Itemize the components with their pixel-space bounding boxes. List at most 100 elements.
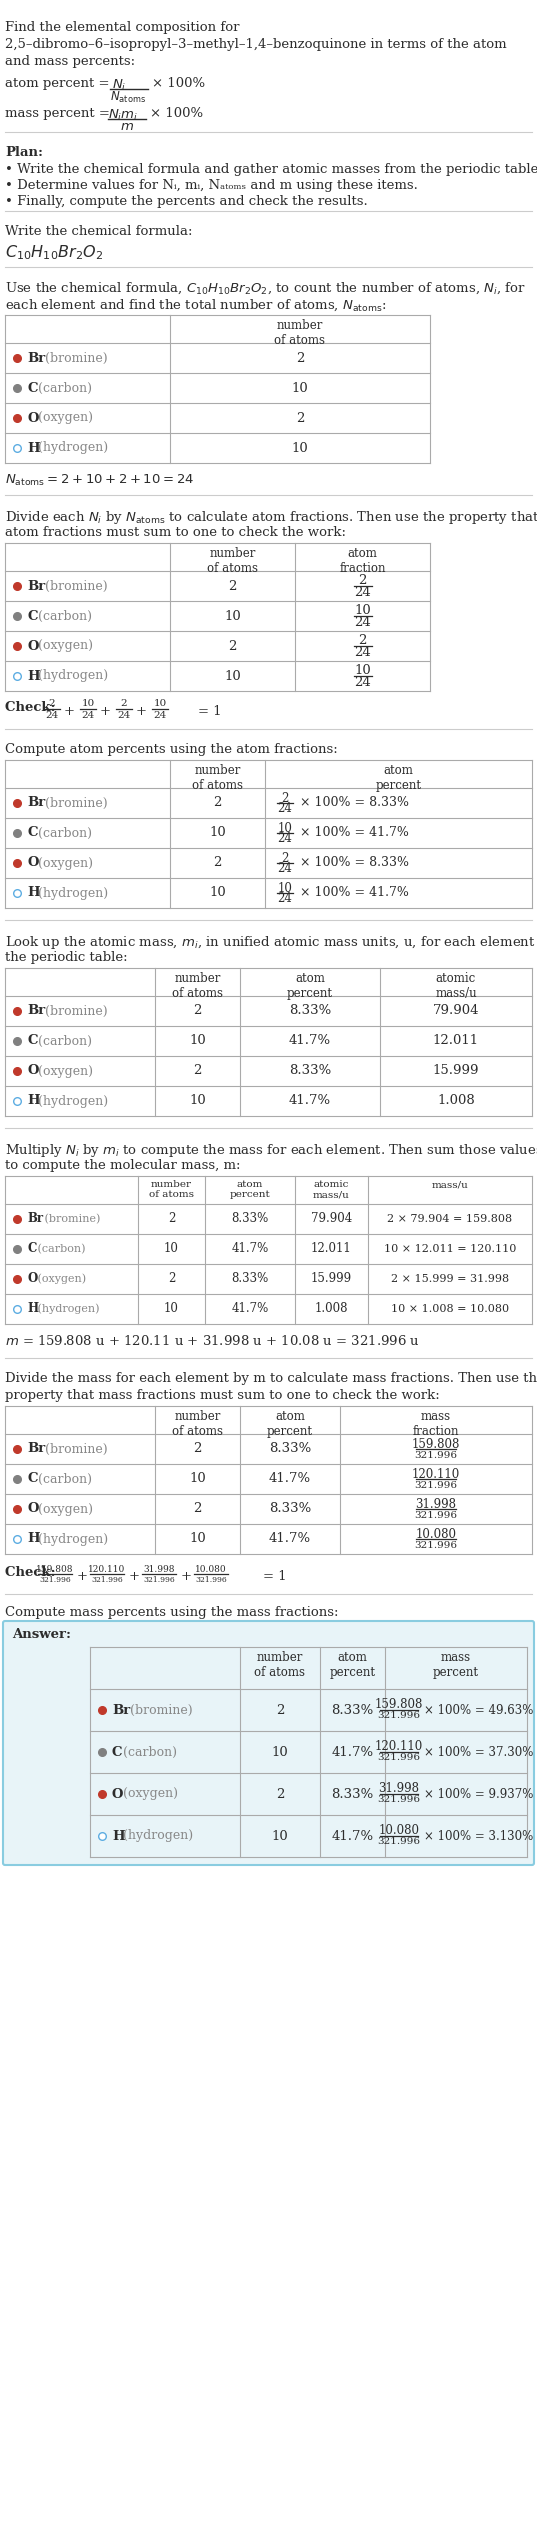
Text: 24: 24 [278, 862, 293, 875]
Text: (hydrogen): (hydrogen) [34, 670, 108, 682]
Text: Check:: Check: [5, 1567, 60, 1580]
Text: $m$ = 159.808 u + 120.11 u + 31.998 u + 10.08 u = 321.996 u: $m$ = 159.808 u + 120.11 u + 31.998 u + … [5, 1334, 420, 1349]
Text: 10: 10 [272, 1745, 288, 1757]
Text: Br: Br [112, 1704, 130, 1717]
Text: = 1: = 1 [263, 1570, 287, 1582]
Text: atom
percent: atom percent [375, 763, 422, 791]
Text: Multiply $N_i$ by $m_i$ to compute the mass for each element. Then sum those val: Multiply $N_i$ by $m_i$ to compute the m… [5, 1141, 537, 1159]
Text: atom fractions must sum to one to check the work:: atom fractions must sum to one to check … [5, 525, 346, 540]
Text: (bromine): (bromine) [41, 581, 107, 593]
Text: H: H [27, 1096, 40, 1108]
Text: 321.996: 321.996 [378, 1795, 420, 1806]
Text: (oxygen): (oxygen) [34, 639, 93, 652]
Text: each element and find the total number of atoms, $N_{\mathrm{atoms}}$:: each element and find the total number o… [5, 299, 387, 314]
Text: 10: 10 [189, 1035, 206, 1047]
Text: 41.7%: 41.7% [289, 1035, 331, 1047]
Text: (oxygen): (oxygen) [119, 1788, 178, 1801]
Text: 79.904: 79.904 [311, 1212, 352, 1225]
Text: (bromine): (bromine) [41, 796, 107, 809]
Text: 31.998: 31.998 [379, 1783, 419, 1795]
Text: (hydrogen): (hydrogen) [34, 1304, 99, 1314]
Text: H: H [27, 670, 40, 682]
Text: 2: 2 [193, 1501, 202, 1517]
Text: atom
fraction: atom fraction [339, 548, 386, 576]
Text: (oxygen): (oxygen) [34, 1065, 93, 1078]
Text: 10: 10 [209, 827, 226, 839]
Text: 10: 10 [278, 883, 293, 895]
Text: 2: 2 [193, 1443, 202, 1456]
Text: O: O [27, 1065, 39, 1078]
Text: (oxygen): (oxygen) [34, 1501, 93, 1517]
Text: × 100% = 41.7%: × 100% = 41.7% [300, 827, 409, 839]
Text: $m$: $m$ [120, 119, 134, 132]
Text: 8.33%: 8.33% [231, 1273, 268, 1286]
Text: mass/u: mass/u [432, 1179, 468, 1189]
Text: 24: 24 [354, 616, 371, 629]
Text: O: O [112, 1788, 124, 1801]
Text: × 100%: × 100% [152, 76, 205, 89]
Text: 12.011: 12.011 [433, 1035, 479, 1047]
Text: 10 × 1.008 = 10.080: 10 × 1.008 = 10.080 [391, 1304, 509, 1314]
Text: Br: Br [27, 1004, 45, 1017]
Text: number
of atoms: number of atoms [192, 763, 243, 791]
Text: 10: 10 [272, 1828, 288, 1844]
Text: Check:: Check: [5, 700, 60, 715]
Text: (bromine): (bromine) [41, 1443, 107, 1456]
Text: (carbon): (carbon) [34, 1473, 92, 1486]
Text: 2: 2 [168, 1212, 175, 1225]
Text: 321.996: 321.996 [378, 1839, 420, 1846]
Text: mass percent =: mass percent = [5, 107, 114, 119]
Text: 8.33%: 8.33% [269, 1501, 311, 1517]
Text: (hydrogen): (hydrogen) [34, 441, 108, 454]
Text: atom
percent: atom percent [230, 1179, 270, 1200]
Text: (hydrogen): (hydrogen) [34, 888, 108, 900]
Text: 10 × 12.011 = 120.110: 10 × 12.011 = 120.110 [384, 1245, 516, 1253]
Text: 159.808: 159.808 [375, 1699, 423, 1712]
Text: (bromine): (bromine) [41, 1004, 107, 1017]
Text: Br: Br [27, 1443, 45, 1456]
Text: 2: 2 [358, 634, 367, 647]
Text: 24: 24 [354, 647, 371, 659]
Text: × 100% = 37.30%: × 100% = 37.30% [424, 1745, 533, 1757]
Text: $C_{10}H_{10}Br_2O_2$: $C_{10}H_{10}Br_2O_2$ [5, 243, 103, 261]
Text: 2 × 79.904 = 159.808: 2 × 79.904 = 159.808 [387, 1215, 512, 1225]
Text: +: + [64, 705, 75, 718]
Text: +: + [77, 1570, 88, 1582]
Text: number
of atoms: number of atoms [149, 1179, 194, 1200]
Text: 10: 10 [224, 609, 241, 621]
Text: 2: 2 [281, 791, 289, 804]
Text: 10: 10 [292, 380, 308, 396]
Text: (carbon): (carbon) [34, 380, 92, 396]
Text: 10: 10 [354, 664, 371, 677]
Text: 2: 2 [121, 700, 127, 708]
Text: (carbon): (carbon) [34, 827, 92, 839]
Text: Br: Br [27, 796, 45, 809]
Text: mass
fraction: mass fraction [413, 1410, 459, 1438]
Text: 24: 24 [278, 801, 293, 817]
Text: atomic
mass/u: atomic mass/u [435, 971, 477, 999]
Text: 10: 10 [292, 441, 308, 454]
Text: Write the chemical formula:: Write the chemical formula: [5, 226, 192, 238]
Text: (carbon): (carbon) [34, 1243, 85, 1255]
Text: C: C [112, 1745, 122, 1757]
Text: 8.33%: 8.33% [289, 1004, 331, 1017]
Text: 321.996: 321.996 [378, 1712, 420, 1719]
Text: C: C [27, 1243, 37, 1255]
Text: Answer:: Answer: [12, 1628, 71, 1641]
Text: (oxygen): (oxygen) [34, 1273, 86, 1283]
Text: 10: 10 [82, 700, 95, 708]
Text: H: H [112, 1828, 125, 1844]
Text: 2: 2 [276, 1704, 284, 1717]
Text: 10: 10 [154, 700, 166, 708]
Text: Compute atom percents using the atom fractions:: Compute atom percents using the atom fra… [5, 743, 338, 756]
Text: 321.996: 321.996 [195, 1575, 227, 1585]
Text: 79.904: 79.904 [433, 1004, 479, 1017]
Text: Br: Br [27, 1212, 43, 1225]
Text: number
of atoms: number of atoms [172, 971, 223, 999]
Text: atomic
mass/u: atomic mass/u [313, 1179, 350, 1200]
Text: Find the elemental composition for: Find the elemental composition for [5, 20, 240, 33]
Text: • Write the chemical formula and gather atomic masses from the periodic table.: • Write the chemical formula and gather … [5, 162, 537, 175]
Text: 10: 10 [164, 1243, 179, 1255]
Text: the periodic table:: the periodic table: [5, 951, 128, 964]
Text: Br: Br [27, 353, 45, 365]
